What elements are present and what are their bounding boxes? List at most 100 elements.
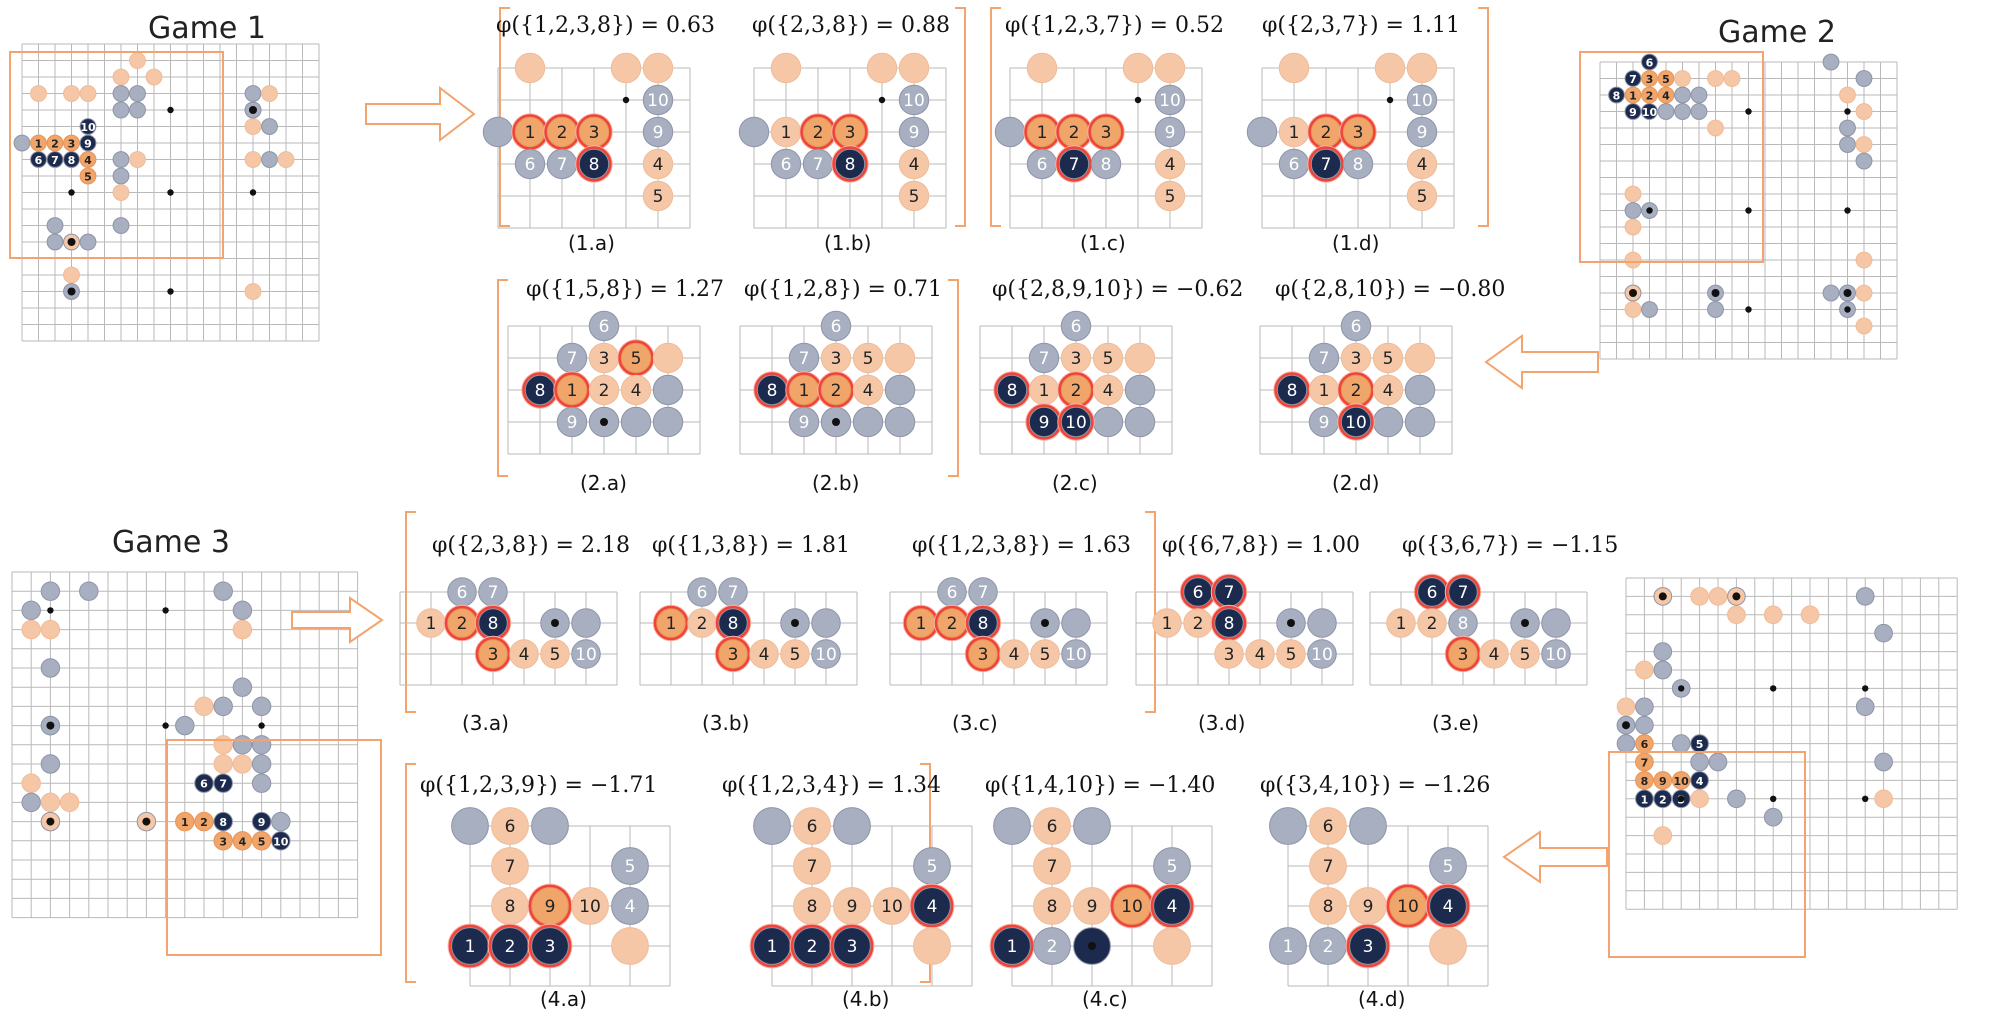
board-g2-stone-20 <box>1855 70 1873 87</box>
panel-2d-stone-8-label: 4 <box>1383 381 1394 401</box>
panel-1d-stone-2 <box>1406 52 1438 84</box>
panel-1d-stone-7 <box>1342 116 1374 148</box>
caption-2b: (2.b) <box>812 471 859 495</box>
board-g1-star-3 <box>249 189 257 196</box>
panel-3d-stone-9 <box>1307 639 1337 669</box>
panel-1d-stone-3-label: 10 <box>1411 91 1433 111</box>
game2-title: Game 2 <box>1718 15 1836 50</box>
panel-3a-stone-8-label: 5 <box>550 645 561 665</box>
panel-1c-stone-7-label: 3 <box>1101 123 1112 143</box>
panel-4c-stone-2 <box>1073 807 1111 845</box>
panel-1c-stone-8 <box>1154 116 1186 148</box>
board-g1-stone-1 <box>145 68 163 86</box>
board-g3-stone-8 <box>232 619 253 640</box>
panel-2a-stone-7 <box>588 374 620 406</box>
board-g2-star-2 <box>1646 207 1653 214</box>
panel-4a-stone-7-label: 10 <box>579 897 601 917</box>
board-g4-stone-23-label: 8 <box>1641 775 1649 788</box>
panel-3c-stone-8-label: 5 <box>1040 645 1051 665</box>
panel-2a-stone-1-label: 7 <box>567 349 578 369</box>
panel-3e-stone-6-ring <box>1445 636 1481 672</box>
board-g3-stone-26 <box>251 754 272 774</box>
panel-4b-stone-3 <box>793 847 831 885</box>
panel-2c-stone-3-label: 5 <box>1103 349 1114 369</box>
phi-1d: φ({2,3,7}) = 1.11 <box>1262 13 1460 38</box>
board-g4-stone-24 <box>1653 771 1673 790</box>
board-g3-stone-36-label: 4 <box>239 835 247 848</box>
phi-3a: φ({2,3,8}) = 2.18 <box>432 533 630 558</box>
panel-3d: φ({6,7,8}) = 1.00 6 7 1 2 8 3 4 5 10 (3.d) <box>1135 533 1360 735</box>
caption-2d: (2.d) <box>1332 471 1379 495</box>
caption-1d: (1.d) <box>1332 231 1379 255</box>
panel-2a-stone-9 <box>652 374 684 406</box>
panel-2d-stone-3 <box>1372 342 1404 374</box>
panel-2d-stone-13-label: 10 <box>1345 413 1367 433</box>
board-g3-stone-21 <box>213 735 233 755</box>
bracket-1ab-left <box>499 7 510 227</box>
panel-3e-stone-2-label: 1 <box>1396 614 1407 634</box>
caption-3c: (3.c) <box>952 711 998 735</box>
board-g4-stone-29-label: 2 <box>1659 793 1667 806</box>
board-g3-stone-30 <box>175 811 195 832</box>
board-g4-stone-28-label: 1 <box>1641 793 1649 806</box>
panel-4a-stone-3-label: 7 <box>505 857 516 877</box>
panel-4a-stone-12 <box>531 927 569 965</box>
board-g4-stone-16 <box>1616 734 1636 753</box>
board-g4-stone-26 <box>1690 771 1709 790</box>
board-g4-stone-21 <box>1690 752 1709 772</box>
panel-3b-stone-3-label: 2 <box>697 614 708 634</box>
panel-4c-stone-8 <box>1153 887 1191 925</box>
board-g2-stone-28 <box>1624 202 1642 219</box>
panel-1b-stone-12 <box>898 148 930 180</box>
panel-2b-stone-7-label: 2 <box>831 381 842 401</box>
panel-2c-stone-13 <box>1060 406 1092 438</box>
panel-3e-stone-1 <box>1448 577 1478 607</box>
caption-2c: (2.c) <box>1052 471 1098 495</box>
panel-2d-stone-10-label: 9 <box>1319 413 1330 433</box>
panel-1c-stone-7-ring <box>1088 114 1124 150</box>
board-g2-stone-22 <box>1855 103 1873 120</box>
panel-2b-stone-8 <box>852 374 884 406</box>
panel-3d-stone-5 <box>1307 608 1337 638</box>
panel-2a-stone-0-label: 6 <box>599 317 610 337</box>
board-g4-marked-2-dot <box>1622 721 1630 730</box>
panel-1b-stone-13 <box>898 180 930 212</box>
bracket-1cd-right <box>1478 7 1489 227</box>
board-g3-stone-32 <box>213 811 233 832</box>
game1-board: 1 2 3 9 10 6 7 8 4 5 <box>13 43 320 342</box>
panel-2a-stone-6 <box>556 374 588 406</box>
panel-4b-stone-8 <box>913 887 951 925</box>
panel-1a-dot-0 <box>622 96 630 104</box>
panel-3b: φ({1,3,8}) = 1.81 6 7 1 2 8 3 4 5 10 (3.b) <box>639 533 858 735</box>
board-g2-stone-2-label: 3 <box>1646 73 1654 86</box>
panel-3c-stone-4-label: 8 <box>978 614 989 634</box>
board-g3-stone-29-label: 7 <box>219 778 227 791</box>
panel-3e-stone-7-label: 4 <box>1489 645 1500 665</box>
board-g1-star-1 <box>167 189 174 196</box>
panel-4d-stone-7-label: 10 <box>1397 897 1419 917</box>
board-g2-stone-12-label: 9 <box>1629 106 1637 119</box>
panel-2c-stone-11 <box>1092 406 1124 438</box>
panel-3e-stone-9 <box>1541 639 1571 669</box>
game1-title: Game 1 <box>148 11 266 46</box>
panel-2a: φ({1,5,8}) = 1.27 6 7 3 5 8 1 2 4 9 (2.a) <box>507 277 724 495</box>
panel-1b-stone-8-label: 9 <box>909 123 920 143</box>
panel-3b-stone-8-label: 5 <box>790 645 801 665</box>
panel-1b-stone-10-label: 7 <box>813 155 824 175</box>
board-g3-stone-35-label: 3 <box>219 835 227 848</box>
caption-3d: (3.d) <box>1198 711 1245 735</box>
game4-board: 65789104123 <box>1616 577 1958 910</box>
panel-1a-stone-12-label: 4 <box>653 155 664 175</box>
board-g4-stone-20 <box>1635 752 1654 772</box>
board-g2-stone-1-label: 7 <box>1629 73 1637 86</box>
panel-3d-stone-3-label: 2 <box>1193 614 1204 634</box>
board-g4-stone-25 <box>1671 771 1691 790</box>
panel-4a-stone-9-label: 1 <box>465 937 476 957</box>
panel-1a-stone-9 <box>514 148 546 180</box>
panel-2b-stone-5-label: 8 <box>767 381 778 401</box>
panel-2c-stone-0 <box>1060 310 1092 342</box>
panel-4b-stone-12-label: 3 <box>847 937 858 957</box>
panel-3d-stone-2 <box>1152 608 1182 638</box>
phi-1b: φ({2,3,8}) = 0.88 <box>752 13 950 38</box>
board-g3-stone-34 <box>271 811 291 832</box>
